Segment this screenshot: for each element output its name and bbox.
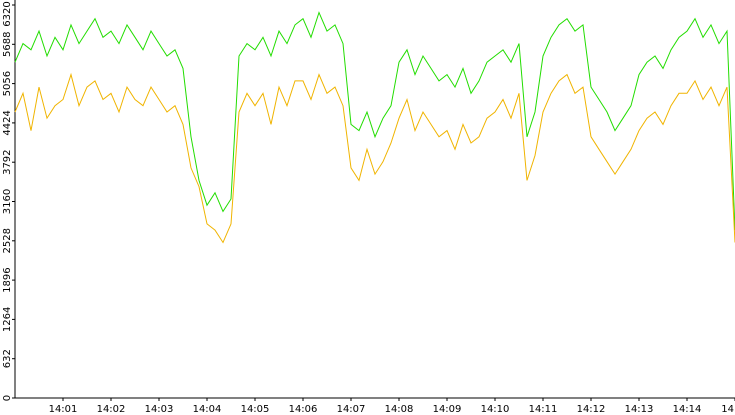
y-tick-label: 4424 [2, 110, 13, 135]
x-tick-label: 14:06 [289, 404, 318, 415]
y-tick-label: 3792 [2, 149, 13, 174]
y-tick-label: 2528 [2, 228, 13, 253]
x-tick-label: 14:03 [145, 404, 174, 415]
x-tick-label: 14:11 [529, 404, 558, 415]
x-tick-label: 14:05 [241, 404, 270, 415]
x-tick-label: 14:02 [97, 404, 126, 415]
x-tick-label: 14:09 [433, 404, 462, 415]
x-tick-label: 14:14 [673, 404, 702, 415]
x-tick-label: 14:12 [577, 404, 606, 415]
series-line [14, 72, 735, 244]
x-tick-label: 14:07 [337, 404, 366, 415]
y-tick-label: 6320 [2, 1, 13, 26]
y-tick-label: 5056 [2, 71, 13, 96]
y-tick-label: 1264 [2, 307, 13, 332]
y-tick-label: 0 [2, 395, 13, 401]
x-tick-label: 14:10 [481, 404, 510, 415]
x-tick-label: 14:13 [625, 404, 654, 415]
y-tick-label: 632 [2, 349, 13, 368]
y-tick-label: 5688 [2, 32, 13, 57]
x-tick-label: 14 [721, 404, 734, 415]
y-tick-label: 3160 [2, 189, 13, 214]
x-tick-label: 14:04 [193, 404, 222, 415]
series-line [14, 11, 735, 231]
x-tick-label: 14:01 [49, 404, 78, 415]
x-tick-label: 14:08 [385, 404, 414, 415]
y-tick-label: 1896 [2, 267, 13, 292]
